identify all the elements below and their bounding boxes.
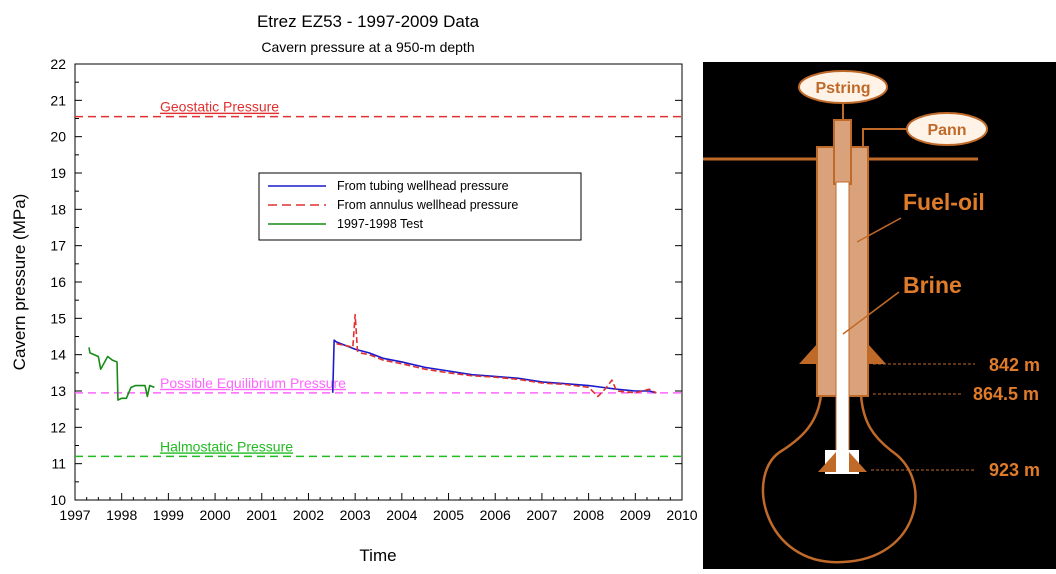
fuel-oil-pointer — [856, 217, 902, 243]
y-tick-label: 18 — [50, 201, 66, 217]
x-tick-label: 2009 — [620, 507, 651, 523]
pann-connector — [862, 128, 907, 147]
x-tick-label: 2005 — [433, 507, 464, 523]
legend: From tubing wellhead pressure From annul… — [258, 172, 582, 241]
x-tick-label: 1997 — [59, 507, 90, 523]
x-tick-label: 2006 — [480, 507, 511, 523]
reference-lines: Geostatic Pressure Possible Equilibrium P… — [75, 99, 682, 458]
shoe-right — [849, 452, 867, 472]
chart-title: Etrez EZ53 - 1997-2009 Data — [257, 12, 480, 31]
y-tick-label: 11 — [51, 456, 66, 472]
x-tick-label: 2002 — [293, 507, 324, 523]
legend-label-tubing: From tubing wellhead pressure — [337, 179, 509, 193]
y-tick-label: 16 — [50, 274, 66, 290]
y-tick-label: 21 — [50, 92, 66, 108]
x-tick-label: 1998 — [106, 507, 137, 523]
depth-923-label: 923 m — [989, 460, 1040, 480]
legend-box — [258, 172, 582, 241]
series-line — [331, 339, 657, 394]
y-tick-label: 10 — [50, 492, 66, 508]
x-axis-label: Time — [359, 546, 396, 565]
y-tick-label: 13 — [50, 383, 66, 399]
y-tick-label: 20 — [50, 129, 66, 145]
x-tick-label: 2004 — [386, 507, 417, 523]
x-tick-label: 2001 — [246, 507, 277, 523]
cavern-outline — [761, 394, 917, 564]
x-tick-label: 2003 — [340, 507, 371, 523]
legend-label-test: 1997-1998 Test — [337, 217, 423, 231]
diagram-svg: Pstring Pann Fuel-oil Brine 842 m 864.5 … — [703, 70, 1040, 564]
chart-svg: Etrez EZ53 - 1997-2009 Data Cavern press… — [10, 12, 698, 565]
chart-subtitle: Cavern pressure at a 950-m depth — [261, 39, 474, 55]
packer-right — [868, 344, 886, 364]
x-axis: 1997 1998 1999 2000 2001 2002 2003 2004 2005 2006… — [59, 493, 698, 523]
x-tick-label: 2007 — [526, 507, 557, 523]
series-lines — [88, 313, 657, 401]
reference-line-label: Possible Equilibrium Pressure — [160, 375, 346, 391]
y-tick-label: 22 — [50, 56, 66, 72]
brine-label: Brine — [903, 272, 962, 298]
series-line — [88, 347, 155, 401]
packer-left — [799, 344, 817, 364]
depth-842-label: 842 m — [989, 355, 1040, 375]
fuel-oil-label: Fuel-oil — [903, 189, 985, 215]
pstring-label: Pstring — [815, 80, 870, 97]
plot-frame — [74, 63, 683, 501]
y-tick-label: 12 — [50, 419, 66, 435]
cavern-well-diagram: Pstring Pann Fuel-oil Brine 842 m 864.5 … — [703, 62, 1056, 569]
series-line — [336, 313, 657, 398]
legend-label-annulus: From annulus wellhead pressure — [337, 198, 518, 212]
inner-tubing — [833, 119, 852, 185]
reference-line-label: Halmostatic Pressure — [160, 438, 293, 454]
x-tick-label: 2008 — [573, 507, 604, 523]
y-tick-label: 14 — [50, 347, 66, 363]
depth-864-label: 864.5 m — [973, 384, 1039, 404]
pann-label: Pann — [927, 122, 966, 139]
x-tick-label: 2000 — [199, 507, 230, 523]
x-tick-label: 1999 — [153, 507, 184, 523]
shoe-left — [818, 452, 836, 472]
y-tick-label: 17 — [50, 238, 66, 254]
brine-column — [835, 181, 850, 473]
y-axis-label: Cavern pressure (MPa) — [10, 194, 29, 371]
y-tick-label: 15 — [50, 310, 66, 326]
reference-line-label: Geostatic Pressure — [160, 99, 279, 115]
y-axis: 10 11 12 13 14 15 16 17 18 19 20 21 22 — [50, 56, 682, 508]
x-tick-label: 2010 — [666, 507, 697, 523]
brine-pointer — [842, 291, 900, 335]
cavern-pressure-chart: Etrez EZ53 - 1997-2009 Data Cavern press… — [10, 12, 698, 565]
y-tick-label: 19 — [50, 165, 66, 181]
